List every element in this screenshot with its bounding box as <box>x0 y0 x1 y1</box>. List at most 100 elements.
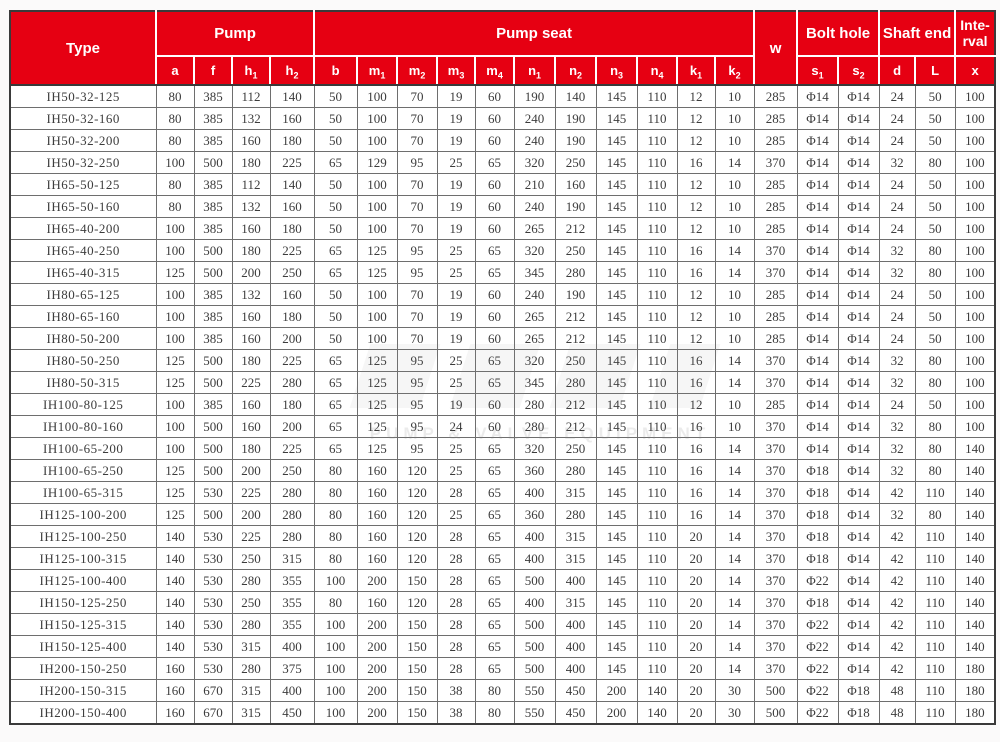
cell-n4: 110 <box>636 371 678 394</box>
cell-s1: Φ14 <box>796 305 839 328</box>
cell-m4: 65 <box>474 635 515 658</box>
cell-n1: 240 <box>513 195 556 218</box>
cell-m4: 65 <box>474 547 515 570</box>
cell-m4: 65 <box>474 239 515 262</box>
cell-k1: 12 <box>676 393 716 416</box>
cell-m1: 100 <box>356 217 398 240</box>
table-row: IH65-50-125 80 385 112 140 50 100 70 19 60 210 160 1… <box>9 173 996 196</box>
cell-n4: 110 <box>636 283 678 306</box>
cell-h2: 160 <box>269 283 315 306</box>
cell-s1: Φ18 <box>796 547 839 570</box>
cell-x: 100 <box>954 415 996 438</box>
cell-m1: 200 <box>356 657 398 680</box>
cell-L: 80 <box>914 503 956 526</box>
cell-s1: Φ14 <box>796 217 839 240</box>
cell-n1: 345 <box>513 261 556 284</box>
cell-s2: Φ14 <box>837 481 880 504</box>
cell-m4: 65 <box>474 591 515 614</box>
cell-m3: 19 <box>436 195 476 218</box>
cell-m1: 100 <box>356 129 398 152</box>
cell-h2: 200 <box>269 415 315 438</box>
cell-n3: 145 <box>595 437 638 460</box>
cell-m3: 19 <box>436 393 476 416</box>
cell-k2: 10 <box>714 84 755 108</box>
cell-s1: Φ14 <box>796 84 839 108</box>
cell-m2: 120 <box>396 503 438 526</box>
cell-L: 110 <box>914 679 956 702</box>
cell-m2: 95 <box>396 349 438 372</box>
cell-n3: 145 <box>595 283 638 306</box>
cell-L: 80 <box>914 437 956 460</box>
group-header-interval: Inte-rval <box>954 11 996 57</box>
cell-n2: 190 <box>554 107 597 130</box>
cell-n2: 250 <box>554 151 597 174</box>
cell-f: 500 <box>193 349 233 372</box>
cell-k1: 12 <box>676 217 716 240</box>
cell-n4: 110 <box>636 635 678 658</box>
cell-a: 100 <box>155 283 195 306</box>
cell-k2: 10 <box>714 195 755 218</box>
cell-n3: 145 <box>595 84 638 108</box>
cell-w: 370 <box>753 239 798 262</box>
cell-L: 50 <box>914 327 956 350</box>
col-header-m4: m4 <box>474 55 516 86</box>
cell-type: IH80-65-160 <box>9 305 157 328</box>
cell-m4: 60 <box>474 393 515 416</box>
cell-s1: Φ22 <box>796 679 839 702</box>
cell-d: 24 <box>878 84 916 108</box>
cell-s2: Φ14 <box>837 591 880 614</box>
cell-m3: 24 <box>436 415 476 438</box>
cell-h1: 280 <box>231 657 271 680</box>
cell-n2: 280 <box>554 503 597 526</box>
cell-n3: 145 <box>595 657 638 680</box>
cell-L: 50 <box>914 107 956 130</box>
group-header-row: Type Pump Pump seat w Bolt hole Shaft en… <box>10 11 996 86</box>
cell-s2: Φ14 <box>837 503 880 526</box>
cell-m4: 60 <box>474 327 515 350</box>
cell-f: 500 <box>193 261 233 284</box>
cell-x: 180 <box>954 679 996 702</box>
cell-k2: 10 <box>714 107 755 130</box>
cell-f: 385 <box>193 84 233 108</box>
cell-b: 80 <box>313 525 358 548</box>
cell-m3: 28 <box>436 657 476 680</box>
cell-s2: Φ14 <box>837 657 880 680</box>
cell-L: 110 <box>914 701 956 725</box>
cell-d: 32 <box>878 503 916 526</box>
cell-x: 140 <box>954 613 996 636</box>
cell-n1: 240 <box>513 283 556 306</box>
cell-n2: 212 <box>554 415 597 438</box>
cell-n4: 110 <box>636 503 678 526</box>
cell-k2: 10 <box>714 305 755 328</box>
cell-type: IH50-32-125 <box>9 84 157 108</box>
cell-k1: 12 <box>676 84 716 108</box>
table-row: IH100-65-200 100 500 180 225 65 125 95 25 65 320 25… <box>9 437 996 460</box>
cell-m2: 150 <box>396 657 438 680</box>
cell-w: 370 <box>753 503 798 526</box>
cell-s1: Φ14 <box>796 261 839 284</box>
cell-a: 125 <box>155 371 195 394</box>
cell-k2: 14 <box>714 481 755 504</box>
table-row: IH80-50-315 125 500 225 280 65 125 95 25 65 345 280… <box>9 371 996 394</box>
table-row: IH150-125-400 140 530 315 400 100 200 150 28 65 50… <box>9 635 996 658</box>
cell-m1: 160 <box>356 481 398 504</box>
cell-type: IH80-50-200 <box>9 327 157 350</box>
cell-d: 24 <box>878 305 916 328</box>
cell-w: 370 <box>753 151 798 174</box>
cell-x: 100 <box>954 261 996 284</box>
table-row: IH100-65-250 125 500 200 250 80 160 120 25 65 360 2… <box>9 459 996 482</box>
cell-n3: 145 <box>595 305 638 328</box>
cell-h2: 355 <box>269 569 315 592</box>
cell-h2: 250 <box>269 459 315 482</box>
cell-m2: 95 <box>396 371 438 394</box>
cell-a: 80 <box>155 173 195 196</box>
col-header-n2: n2 <box>554 55 598 86</box>
cell-m1: 125 <box>356 415 398 438</box>
cell-s1: Φ14 <box>796 129 839 152</box>
cell-n2: 190 <box>554 195 597 218</box>
cell-h1: 160 <box>231 129 271 152</box>
cell-b: 50 <box>313 283 358 306</box>
cell-f: 500 <box>193 437 233 460</box>
cell-h1: 160 <box>231 393 271 416</box>
cell-f: 385 <box>193 305 233 328</box>
